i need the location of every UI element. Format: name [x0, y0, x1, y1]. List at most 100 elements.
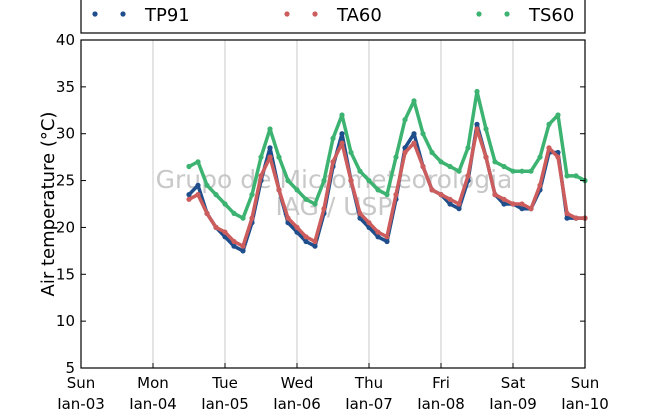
data-point [195, 182, 201, 188]
data-point [285, 178, 291, 184]
data-point [519, 206, 525, 212]
data-point [528, 168, 534, 174]
legend-marker [476, 11, 482, 17]
x-tick-label-day: Tue [211, 374, 238, 392]
y-tick-label: 10 [56, 312, 75, 330]
legend-marker [120, 11, 126, 17]
data-point [384, 192, 390, 198]
legend-marker [312, 11, 318, 17]
data-point [375, 229, 381, 235]
data-point [546, 121, 552, 127]
data-point [420, 163, 426, 170]
legend-label: TP91 [144, 5, 190, 26]
y-axis-ticks: 5 10 15 20 25 30 35 40 [56, 31, 585, 377]
watermark-line-2: IAG / USP [276, 192, 393, 221]
data-point [204, 182, 210, 188]
data-point [312, 243, 318, 249]
data-point [303, 238, 309, 245]
data-point [510, 201, 516, 207]
data-point [456, 201, 462, 207]
data-point [267, 154, 273, 160]
data-point [258, 154, 264, 160]
data-point [447, 201, 453, 207]
legend-entry-tp91: TP91 [92, 5, 190, 26]
data-point [312, 238, 318, 245]
data-point [411, 131, 417, 137]
data-point [285, 215, 291, 221]
data-point [528, 206, 534, 212]
data-point [330, 159, 336, 165]
data-point [564, 215, 570, 221]
data-point [303, 196, 309, 202]
x-tick-label-day: Wed [281, 374, 314, 392]
y-axis-label: Air temperature (°C) [38, 112, 59, 297]
data-point [231, 238, 237, 245]
y-tick-label: 30 [56, 125, 75, 143]
data-point [474, 126, 480, 132]
data-point [564, 173, 570, 179]
data-point [240, 215, 246, 221]
data-point [456, 168, 462, 174]
data-point [492, 159, 498, 165]
plot-frame [80, 39, 586, 369]
data-point [483, 126, 489, 132]
data-point [573, 215, 579, 221]
data-point [366, 220, 372, 226]
data-point [213, 192, 219, 198]
data-point [303, 234, 309, 240]
data-point [564, 210, 570, 216]
legend-marker [284, 11, 290, 17]
data-point [510, 168, 516, 174]
x-tick-label-date: Jan-04 [128, 395, 177, 409]
data-point [339, 140, 345, 146]
data-point [555, 112, 561, 118]
data-point [447, 163, 453, 170]
data-point [393, 192, 399, 198]
data-point [348, 149, 354, 156]
series-ts60 [186, 88, 588, 221]
data-point [474, 88, 480, 95]
data-point [438, 192, 444, 198]
data-point [429, 149, 435, 156]
data-point [483, 154, 489, 160]
data-point [447, 196, 453, 202]
data-point [231, 210, 237, 216]
y-tick-label: 25 [56, 172, 75, 190]
data-point [204, 210, 210, 216]
data-point [366, 178, 372, 184]
data-point [249, 192, 255, 198]
data-point [249, 215, 255, 221]
data-point [276, 187, 282, 193]
x-tick-label-day: Sat [501, 374, 526, 392]
data-point [357, 210, 363, 216]
data-point [258, 173, 264, 179]
data-point [186, 163, 192, 170]
data-point [294, 187, 300, 193]
y-tick-label: 15 [56, 265, 75, 283]
data-point [384, 234, 390, 240]
data-point [438, 159, 444, 165]
data-series [186, 88, 588, 254]
data-point [213, 224, 219, 230]
legend-entry-ta60: TA60 [284, 5, 382, 26]
y-tick-label: 40 [56, 31, 75, 49]
x-axis-ticks: Sun Jan-03 Mon Jan-04 Tue Jan-05 Wed Jan-06 Thu J… [56, 363, 609, 409]
data-point [321, 178, 327, 184]
x-tick-label-day: Thu [354, 374, 383, 392]
data-point [420, 131, 426, 137]
data-point [222, 229, 228, 235]
data-point [474, 121, 480, 127]
data-point [402, 149, 408, 156]
data-point [555, 154, 561, 160]
data-point [375, 187, 381, 193]
data-point [411, 140, 417, 146]
data-point [501, 196, 507, 202]
x-tick-label-date: Jan-08 [416, 395, 465, 409]
data-point [240, 248, 246, 254]
data-point [195, 192, 201, 198]
data-point [456, 206, 462, 212]
data-point [537, 154, 543, 160]
data-point [573, 173, 579, 179]
data-point [501, 163, 507, 170]
data-point [186, 196, 192, 202]
